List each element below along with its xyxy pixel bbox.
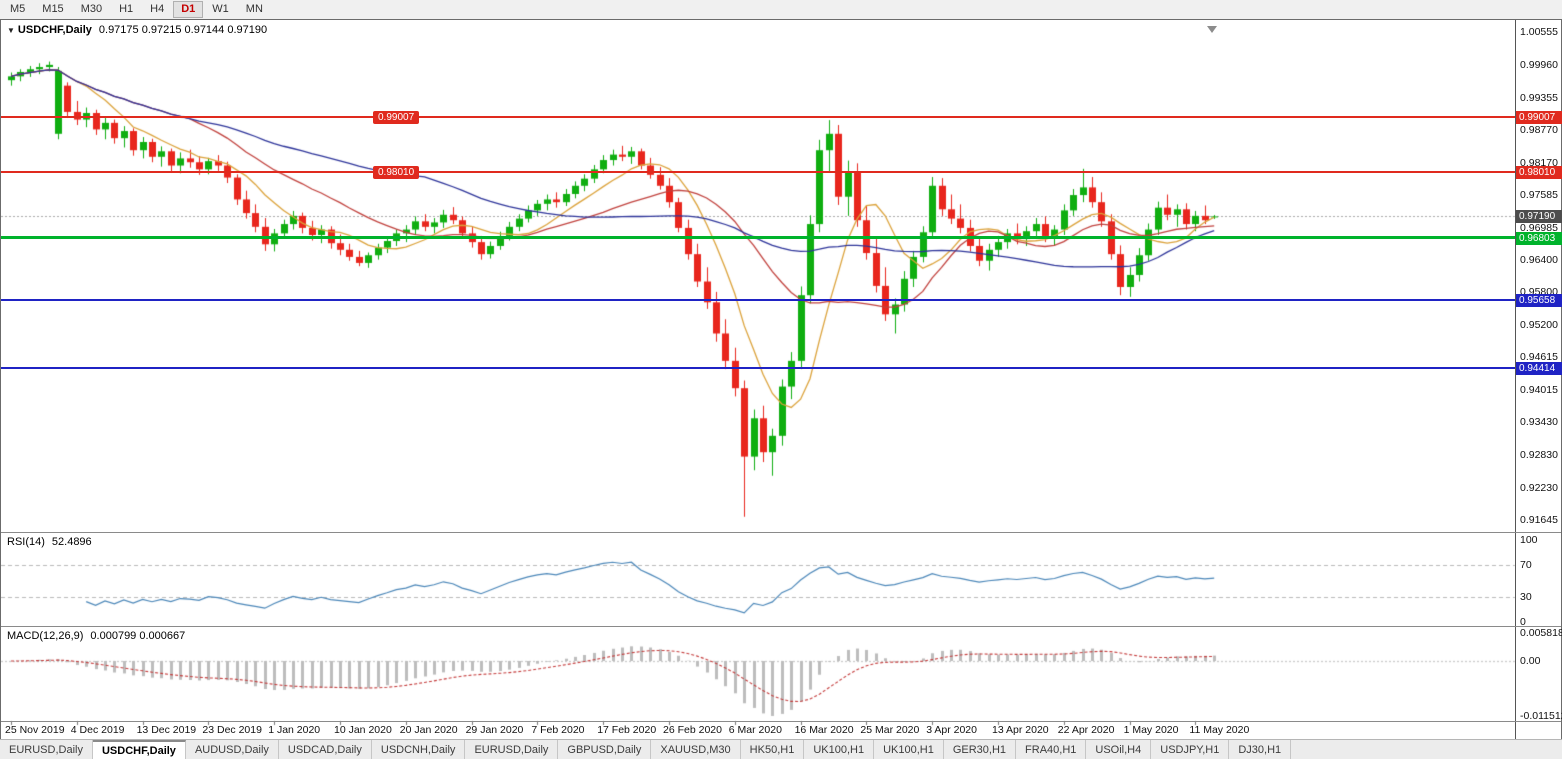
price-axis-label: 0.96400	[1520, 253, 1558, 266]
chart-tab-usoil-h4[interactable]: USOil,H4	[1086, 740, 1152, 759]
price-axis-label: 0.92830	[1520, 448, 1558, 461]
chart-tab-dj30-h1[interactable]: DJ30,H1	[1229, 740, 1292, 759]
rsi-level-label: 100	[1520, 534, 1538, 546]
timeframe-button-w1[interactable]: W1	[212, 3, 229, 15]
price-tag-0.95658: 0.95658	[1516, 294, 1562, 308]
date-axis-label: 13 Apr 2020	[992, 724, 1049, 736]
pane-separator-dates	[1, 721, 1561, 722]
chart-tab-hk50-h1[interactable]: HK50,H1	[740, 740, 805, 759]
collapse-triangle-icon[interactable]: ▼	[7, 26, 15, 35]
horizontal-line-0.96803[interactable]	[1, 236, 1515, 240]
macd-title-bar: MACD(12,26,9) 0.000799 0.000667	[7, 630, 185, 642]
chart-area[interactable]: ▼ USDCHF,Daily 0.97175 0.97215 0.97144 0.9…	[0, 19, 1562, 741]
timeframe-button-m15[interactable]: M15	[42, 3, 64, 15]
chart-canvas[interactable]	[1, 20, 1562, 741]
price-axis-label: 0.91645	[1520, 513, 1558, 526]
current-price-tag: 0.97190	[1516, 210, 1562, 224]
price-axis-separator	[1515, 20, 1516, 739]
date-axis-label: 20 Jan 2020	[399, 724, 458, 736]
price-tag-0.98010: 0.98010	[1516, 165, 1562, 179]
chart-tab-usdjpy-h1[interactable]: USDJPY,H1	[1151, 740, 1230, 759]
horizontal-line-0.95658[interactable]	[1, 299, 1515, 302]
rsi-level-label: 0	[1520, 616, 1526, 628]
date-axis-label: 4 Dec 2019	[70, 724, 125, 736]
date-axis-label: 10 Jan 2020	[334, 724, 392, 736]
timeframe-button-h1[interactable]: H1	[119, 3, 134, 15]
date-axis-label: 23 Dec 2019	[202, 724, 262, 736]
chart-tab-xauusd-m30[interactable]: XAUUSD,M30	[651, 740, 741, 759]
date-axis-label: 7 Feb 2020	[531, 724, 585, 736]
price-axis-label: 0.94015	[1520, 384, 1558, 397]
timeframe-button-m5[interactable]: M5	[10, 3, 26, 15]
timeframe-button-m30[interactable]: M30	[80, 3, 103, 15]
line-label-0.98010: 0.98010	[373, 165, 420, 179]
rsi-level-label: 30	[1520, 591, 1532, 604]
chart-shift-marker[interactable]	[1207, 26, 1217, 33]
price-axis-label: 0.95200	[1520, 319, 1558, 332]
price-axis-label: 0.92230	[1520, 481, 1558, 494]
date-axis-label: 1 May 2020	[1123, 724, 1179, 736]
price-axis-label: 0.99355	[1520, 91, 1558, 104]
pane-separator-macd[interactable]	[1, 626, 1561, 627]
rsi-level-label: 70	[1520, 558, 1532, 571]
chart-ohlc: 0.97175 0.97215 0.97144 0.97190	[98, 24, 268, 36]
chart-tab-fra40-h1[interactable]: FRA40,H1	[1016, 740, 1087, 759]
chart-tab-usdcad-daily[interactable]: USDCAD,Daily	[278, 740, 372, 759]
date-axis-label: 1 Jan 2020	[268, 724, 321, 736]
date-axis-label: 6 Mar 2020	[728, 724, 782, 736]
date-axis-label: 3 Apr 2020	[926, 724, 977, 736]
date-axis-label: 26 Feb 2020	[663, 724, 722, 736]
timeframe-button-mn[interactable]: MN	[245, 3, 263, 15]
horizontal-line-0.99007[interactable]	[1, 116, 1515, 118]
date-axis-label: 22 Apr 2020	[1057, 724, 1115, 736]
pane-separator-rsi[interactable]	[1, 532, 1561, 533]
chart-tab-uk100-h1[interactable]: UK100,H1	[804, 740, 875, 759]
date-axis-label: 25 Nov 2019	[5, 724, 65, 736]
rsi-label: RSI(14)	[7, 536, 45, 548]
chart-tab-uk100-h1[interactable]: UK100,H1	[874, 740, 944, 759]
timeframe-button-d1[interactable]: D1	[173, 1, 204, 18]
chart-symbol: USDCHF,Daily	[17, 24, 92, 36]
price-axis-label: 0.94615	[1520, 351, 1558, 364]
macd-level-label: 0.00	[1520, 655, 1541, 667]
line-label-0.99007: 0.99007	[373, 111, 420, 124]
timeframe-button-h4[interactable]: H4	[150, 3, 165, 15]
horizontal-line-0.94414[interactable]	[1, 367, 1515, 370]
price-axis-label: 0.99960	[1520, 58, 1558, 71]
chart-tab-gbpusd-daily[interactable]: GBPUSD,Daily	[558, 740, 652, 759]
date-axis-label: 11 May 2020	[1189, 724, 1250, 736]
price-axis-label: 1.00555	[1520, 26, 1558, 39]
chart-tab-eurusd-daily[interactable]: EURUSD,Daily	[0, 740, 93, 759]
price-axis-label: 0.97585	[1520, 188, 1558, 201]
chart-tab-audusd-daily[interactable]: AUDUSD,Daily	[185, 740, 279, 759]
price-tag-0.94414: 0.94414	[1516, 362, 1562, 376]
chart-title-bar: ▼ USDCHF,Daily 0.97175 0.97215 0.97144 0.9…	[7, 24, 267, 36]
price-axis-label: 0.98770	[1520, 123, 1558, 136]
date-axis-label: 29 Jan 2020	[465, 724, 524, 736]
chart-tab-usdcnh-daily[interactable]: USDCNH,Daily	[371, 740, 466, 759]
price-axis-label: 0.93430	[1520, 416, 1558, 429]
macd-values: 0.000799 0.000667	[90, 630, 186, 642]
price-tag-0.99007: 0.99007	[1516, 111, 1562, 124]
price-tag-0.96803: 0.96803	[1516, 231, 1562, 245]
macd-level-label: -0.0115120	[1520, 710, 1562, 723]
price-axis-label: 0.96985	[1520, 221, 1558, 234]
chart-tab-eurusd-daily[interactable]: EURUSD,Daily	[465, 740, 559, 759]
date-axis-label: 17 Feb 2020	[597, 724, 657, 736]
rsi-value: 52.4896	[51, 536, 92, 548]
date-axis-label: 25 Mar 2020	[860, 724, 920, 736]
horizontal-line-0.98010[interactable]	[1, 170, 1515, 173]
date-axis-label: 13 Dec 2019	[136, 724, 197, 736]
rsi-title-bar: RSI(14) 52.4896	[7, 536, 92, 548]
chart-tab-ger30-h1[interactable]: GER30,H1	[943, 740, 1017, 759]
timeframe-toolbar: M5 M15 M30 H1 H4 D1 W1 MN	[0, 0, 1562, 20]
chart-tab-usdchf-daily[interactable]: USDCHF,Daily	[92, 740, 186, 759]
macd-label: MACD(12,26,9)	[7, 630, 84, 642]
date-axis-label: 16 Mar 2020	[794, 724, 854, 736]
tab-bar: EURUSD,Daily USDCHF,Daily AUDUSD,Daily USDC…	[0, 739, 1562, 759]
